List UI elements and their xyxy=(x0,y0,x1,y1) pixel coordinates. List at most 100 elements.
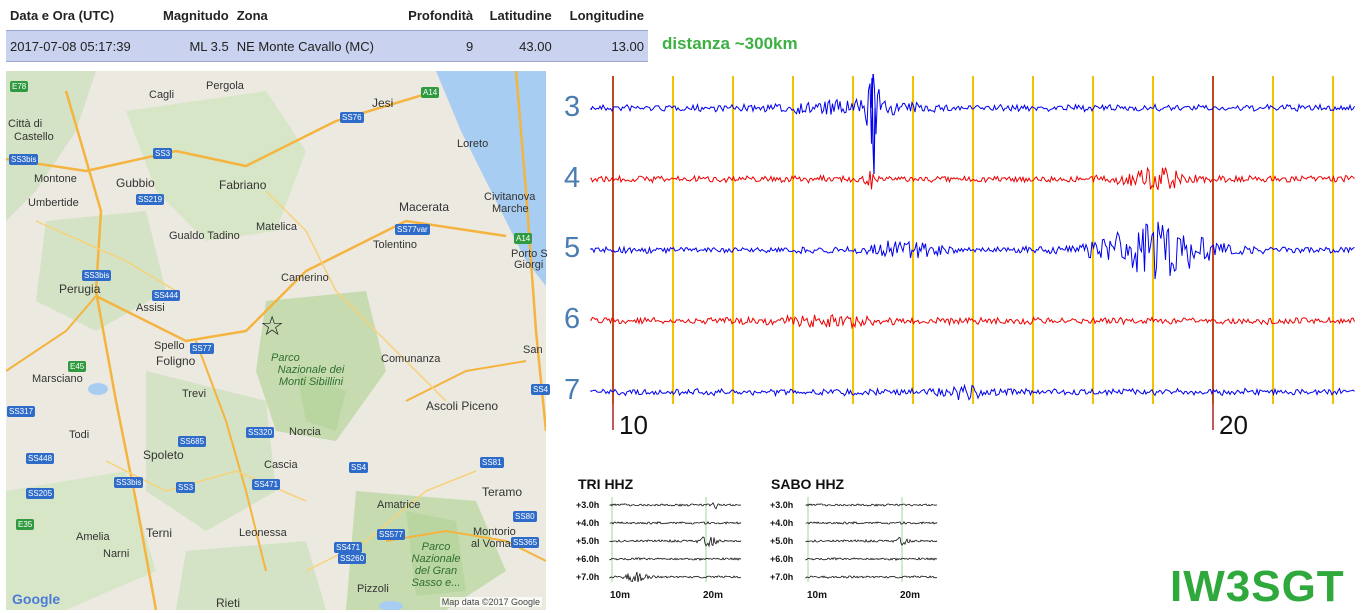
road-shield: SS3bis xyxy=(114,477,144,488)
town-label: Fabriano xyxy=(219,178,267,192)
mini-trace xyxy=(805,503,938,507)
helicorder-plot xyxy=(590,74,1355,430)
seismic-trace xyxy=(870,77,876,175)
seismic-trace xyxy=(590,221,1355,280)
town-label: Rieti xyxy=(216,596,241,610)
hour-row-label: 3 xyxy=(564,91,581,123)
road-shield: SS76 xyxy=(340,112,364,123)
park-label-line: Monti Sibillini xyxy=(278,376,344,388)
mini-trace xyxy=(805,520,938,525)
helicorder: 3 4 5 6 7 10 20 xyxy=(555,74,1360,444)
road-shield: SS448 xyxy=(26,453,55,464)
park-label-line: Sasso e... xyxy=(411,577,461,589)
road-shield: SS317 xyxy=(7,406,36,417)
road-shield: SS471 xyxy=(334,542,363,553)
mini-plot-title: SABO HHZ xyxy=(771,476,845,492)
road-shield: SS77 xyxy=(190,343,214,354)
town-label: Assisi xyxy=(136,302,165,314)
road-shield: A14 xyxy=(514,233,533,244)
park-label: Parco Nazionale del Gran Sasso e... xyxy=(406,541,466,589)
mini-trace xyxy=(609,520,742,525)
town-label: Tolentino xyxy=(373,239,418,251)
town-label: Spello xyxy=(154,340,185,352)
park-label-line: Parco xyxy=(271,352,300,364)
town-label: Comunanza xyxy=(381,353,441,365)
town-label: Giorgi xyxy=(514,259,544,271)
town-label: Castello xyxy=(14,131,54,143)
town-label: Perugia xyxy=(59,282,101,296)
town-label: Marsciano xyxy=(32,373,83,385)
mini-trace xyxy=(609,571,742,582)
event-row[interactable]: 2017-07-08 05:17:39 ML 3.5 NE Monte Cava… xyxy=(6,30,648,62)
time-axis-label: 10 xyxy=(619,410,648,440)
town-label: Spoleto xyxy=(143,448,184,462)
cell-zone: NE Monte Cavallo (MC) xyxy=(232,30,396,62)
road-shield: SS685 xyxy=(178,436,207,447)
town-label: Jesi xyxy=(372,96,394,110)
map-attribution[interactable]: Map data ©2017 Google xyxy=(439,597,542,607)
town-label: Cascia xyxy=(264,459,298,471)
mini-trace xyxy=(805,537,938,546)
hour-row-label: 6 xyxy=(564,303,581,335)
mini-x-label: 10m xyxy=(807,590,828,601)
road-shield: SS577 xyxy=(377,529,406,540)
cell-magnitude: ML 3.5 xyxy=(150,30,233,62)
town-label: Amelia xyxy=(76,531,110,543)
town-label: Gualdo Tadino xyxy=(169,230,240,242)
town-label: Montone xyxy=(34,173,77,185)
road-shield: SS3 xyxy=(176,482,196,493)
mini-plot-sabo xyxy=(805,497,938,582)
town-label: Ascoli Piceno xyxy=(426,399,499,413)
mini-x-label: 20m xyxy=(900,590,921,601)
road-shield: SS4 xyxy=(349,462,369,473)
mini-plot-tri xyxy=(609,497,742,582)
town-label: Montorio xyxy=(473,526,516,538)
cell-depth: 9 xyxy=(395,30,478,62)
cell-latitude: 43.00 xyxy=(477,30,556,62)
town-label: Cagli xyxy=(149,89,175,101)
mini-hour-label: +3.0h xyxy=(576,500,600,510)
road-shield: SS3bis xyxy=(82,270,112,281)
hour-row-label: 7 xyxy=(564,374,581,406)
town-label: San xyxy=(523,344,543,356)
town-label: Gubbio xyxy=(116,176,155,190)
epicenter-star-icon[interactable]: ☆ xyxy=(260,311,285,341)
mini-x-label: 20m xyxy=(703,590,724,601)
town-label: Città di xyxy=(8,118,43,130)
mini-hour-label: +4.0h xyxy=(770,518,794,528)
town-label: Amatrice xyxy=(377,499,421,511)
park-label-line: Nazionale xyxy=(411,553,461,565)
mini-plot-title: TRI HHZ xyxy=(578,476,634,492)
road-shield: SS4 xyxy=(531,384,551,395)
road-shield: E78 xyxy=(10,81,29,92)
mini-x-label: 10m xyxy=(610,590,631,601)
distance-label: distanza ~300km xyxy=(662,34,798,53)
town-label: Matelica xyxy=(256,221,297,233)
road-shield: SS260 xyxy=(338,553,367,564)
event-table: Data e Ora (UTC) Magnitudo Zona Profondi… xyxy=(6,0,648,62)
header-datetime: Data e Ora (UTC) xyxy=(10,7,115,23)
town-label: Norcia xyxy=(289,426,321,438)
mini-hour-label: +6.0h xyxy=(576,554,600,564)
header-magnitude: Magnitudo xyxy=(163,7,229,23)
town-label: Narni xyxy=(103,548,130,560)
mini-trace xyxy=(609,556,742,562)
header-zone: Zona xyxy=(236,7,268,23)
road-shield: SS320 xyxy=(246,427,275,438)
header-latitude: Latitudine xyxy=(489,7,552,23)
town-label: Leonessa xyxy=(239,527,287,539)
map[interactable]: Cagli Pergola Jesi Città di Castello Lor… xyxy=(6,71,551,610)
road-shield: E45 xyxy=(68,361,87,372)
google-logo: Google xyxy=(12,591,61,607)
town-label: Todi xyxy=(69,429,90,441)
mini-hour-label: +5.0h xyxy=(576,536,600,546)
road-shield: SS77var xyxy=(395,224,430,235)
mini-trace xyxy=(609,536,742,548)
town-label: Trevi xyxy=(182,388,207,400)
event-table-header: Data e Ora (UTC) Magnitudo Zona Profondi… xyxy=(6,0,648,31)
park-label-line: Parco xyxy=(421,541,451,553)
header-longitude: Longitudine xyxy=(569,7,644,23)
cell-longitude: 13.00 xyxy=(555,30,648,62)
seismic-trace xyxy=(590,74,1355,144)
road-shield: SS3bis xyxy=(9,154,39,165)
